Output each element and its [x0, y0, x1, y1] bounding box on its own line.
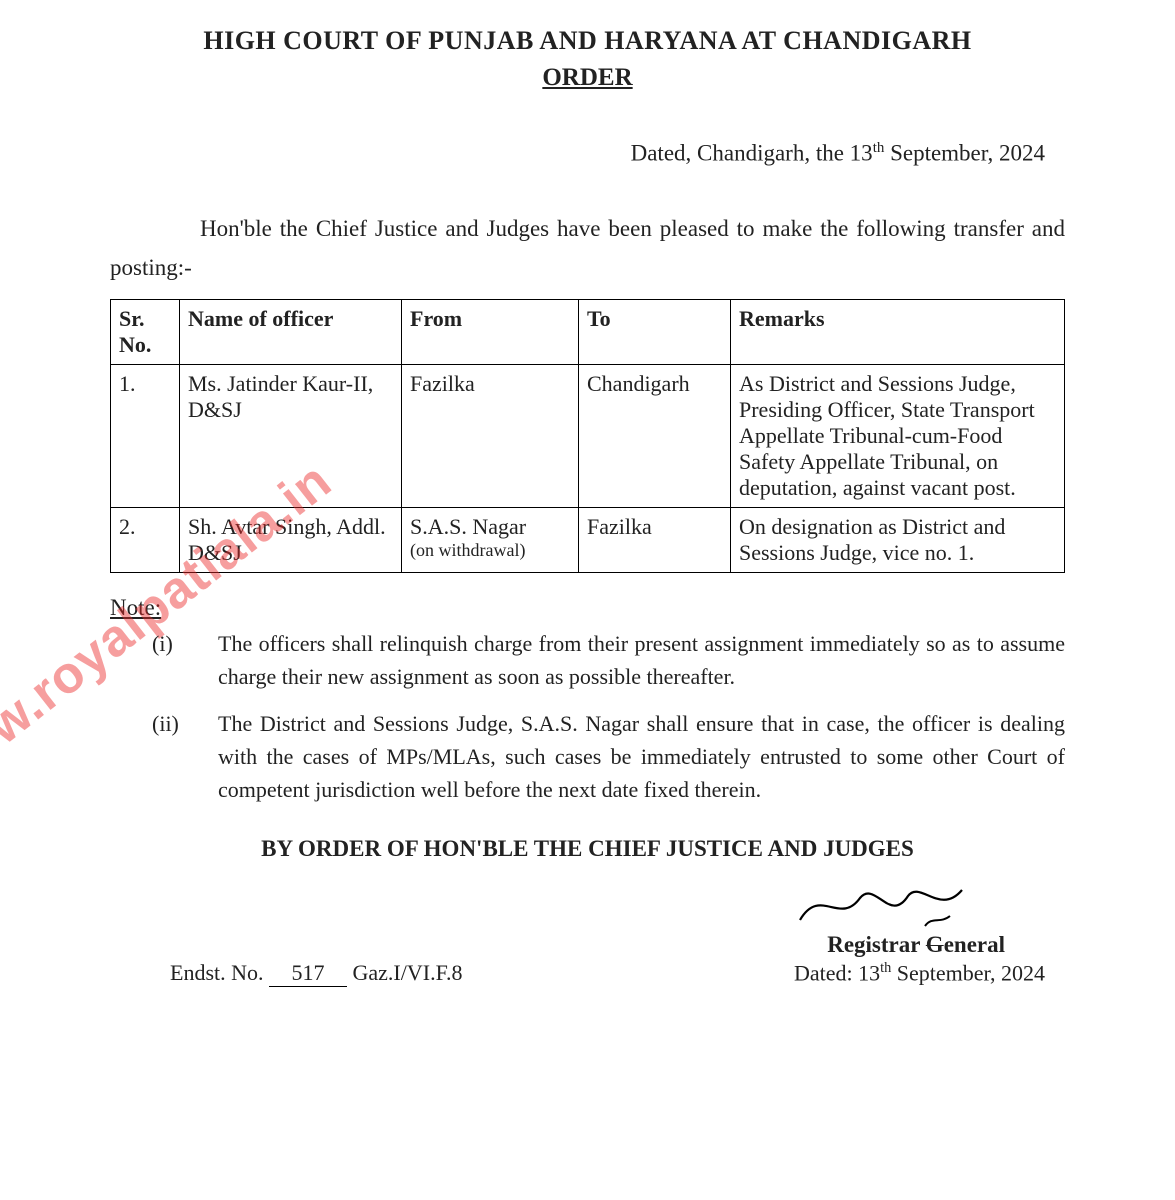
cell-sr: 1.: [111, 364, 180, 507]
registrar-strike: G: [926, 932, 944, 957]
endst-number: 517: [269, 960, 347, 987]
cell-sr: 2.: [111, 507, 180, 572]
notes-list: (i) The officers shall relinquish charge…: [110, 627, 1065, 806]
by-order-line: BY ORDER OF HON'BLE THE CHIEF JUSTICE AN…: [110, 836, 1065, 862]
footer-row: Endst. No. 517 Gaz.I/VI.F.8 Dated: 13th …: [110, 960, 1065, 987]
cell-from: Fazilka: [402, 364, 579, 507]
cell-name: Sh. Avtar Singh, Addl. D&SJ: [180, 507, 402, 572]
cell-remarks: As District and Sessions Judge, Presidin…: [731, 364, 1065, 507]
cell-from-main: S.A.S. Nagar: [410, 514, 570, 540]
col-header-sr: Sr. No.: [111, 299, 180, 364]
cell-remarks: On designation as District and Sessions …: [731, 507, 1065, 572]
document-page: HIGH COURT OF PUNJAB AND HARYANA AT CHAN…: [0, 0, 1175, 1007]
cell-from: S.A.S. Nagar (on withdrawal): [402, 507, 579, 572]
cell-from-main: Fazilka: [410, 371, 475, 396]
cell-to: Fazilka: [579, 507, 731, 572]
footer-dated-ord: th: [880, 960, 891, 976]
note-number: (ii): [152, 707, 179, 740]
footer-dated-suffix: September, 2024: [891, 960, 1045, 985]
note-text: The District and Sessions Judge, S.A.S. …: [218, 711, 1065, 802]
dated-prefix: Dated, Chandigarh, the 13: [631, 141, 873, 166]
col-header-name: Name of officer: [180, 299, 402, 364]
order-heading: ORDER: [110, 64, 1065, 92]
endst-block: Endst. No. 517 Gaz.I/VI.F.8: [170, 960, 463, 987]
transfer-table: Sr. No. Name of officer From To Remarks …: [110, 299, 1065, 573]
dated-suffix: September, 2024: [884, 141, 1045, 166]
dated-line: Dated, Chandigarh, the 13th September, 2…: [110, 140, 1065, 167]
signature-area: Registrar General: [110, 888, 1065, 958]
list-item: (ii) The District and Sessions Judge, S.…: [110, 707, 1065, 806]
col-header-remarks: Remarks: [731, 299, 1065, 364]
note-text: The officers shall relinquish charge fro…: [218, 631, 1065, 689]
registrar-post: eneral: [944, 932, 1005, 957]
col-header-to: To: [579, 299, 731, 364]
list-item: (i) The officers shall relinquish charge…: [110, 627, 1065, 693]
registrar-label: Registrar General: [827, 932, 1005, 958]
registrar-pre: Registrar: [827, 932, 926, 957]
note-heading: Note:: [110, 595, 1065, 621]
col-header-from: From: [402, 299, 579, 364]
table-header-row: Sr. No. Name of officer From To Remarks: [111, 299, 1065, 364]
intro-paragraph: Hon'ble the Chief Justice and Judges hav…: [110, 209, 1065, 287]
court-title: HIGH COURT OF PUNJAB AND HARYANA AT CHAN…: [110, 26, 1065, 56]
footer-dated: Dated: 13th September, 2024: [794, 960, 1045, 986]
footer-dated-prefix: Dated: 13: [794, 960, 880, 985]
endst-prefix: Endst. No.: [170, 960, 269, 985]
cell-name: Ms. Jatinder Kaur-II, D&SJ: [180, 364, 402, 507]
cell-from-sub: (on withdrawal): [410, 540, 570, 561]
table-row: 1. Ms. Jatinder Kaur-II, D&SJ Fazilka Ch…: [111, 364, 1065, 507]
cell-to: Chandigarh: [579, 364, 731, 507]
endst-suffix: Gaz.I/VI.F.8: [353, 960, 463, 985]
table-row: 2. Sh. Avtar Singh, Addl. D&SJ S.A.S. Na…: [111, 507, 1065, 572]
signature-icon: [790, 876, 970, 932]
dated-ordinal: th: [873, 140, 885, 156]
note-number: (i): [152, 627, 173, 660]
